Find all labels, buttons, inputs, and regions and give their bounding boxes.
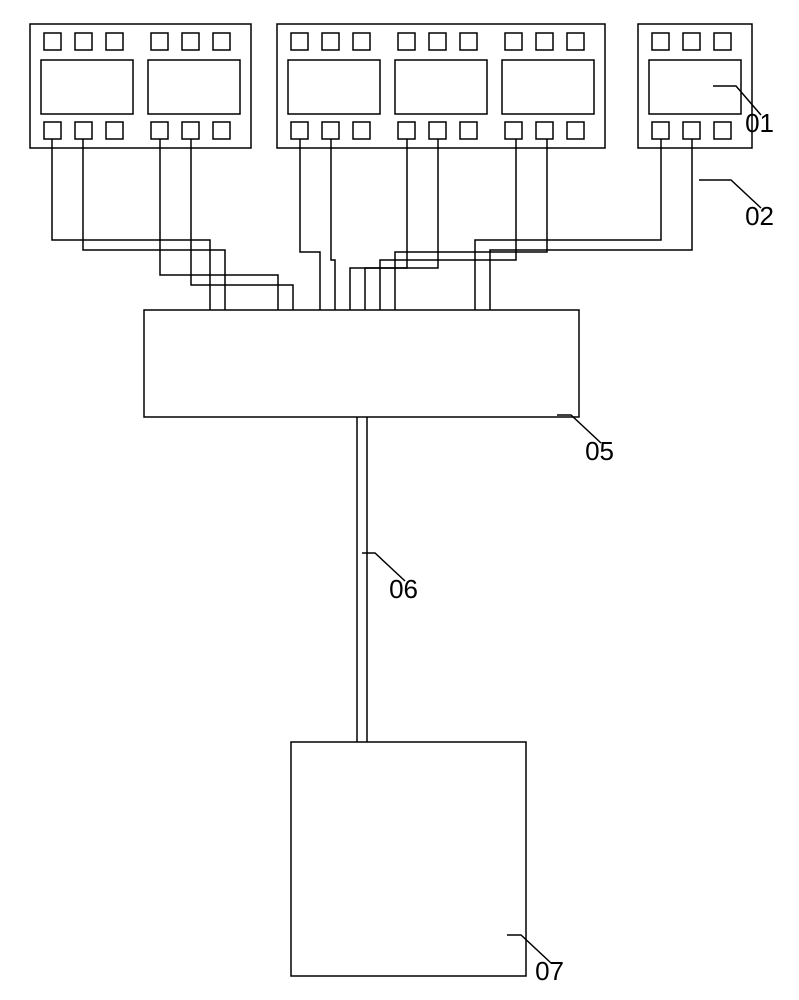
wire-10 (475, 139, 661, 310)
callout-07: 07 (507, 935, 564, 986)
callout-label-01: 01 (745, 108, 774, 138)
wire-8 (380, 139, 516, 310)
wire-6 (350, 139, 407, 310)
callout-05: 05 (557, 415, 614, 466)
trunk-cable (357, 417, 367, 742)
callout-label-07: 07 (535, 956, 564, 986)
wire-4 (300, 139, 320, 310)
callout-01: 01 (713, 86, 774, 138)
module-group-0 (30, 24, 251, 148)
module-group-1 (277, 24, 605, 148)
callout-label-02: 02 (745, 201, 774, 231)
wire-7 (365, 139, 438, 310)
wire-5 (331, 139, 335, 310)
callout-label-05: 05 (585, 436, 614, 466)
callout-02: 02 (699, 180, 774, 231)
hub-box (144, 310, 579, 417)
wire-9 (395, 139, 547, 310)
callout-06: 06 (362, 553, 418, 604)
wire-0 (52, 139, 210, 310)
callout-label-06: 06 (389, 574, 418, 604)
wire-3 (191, 139, 293, 310)
terminal-box (291, 742, 526, 976)
wire-bundle (52, 139, 692, 310)
